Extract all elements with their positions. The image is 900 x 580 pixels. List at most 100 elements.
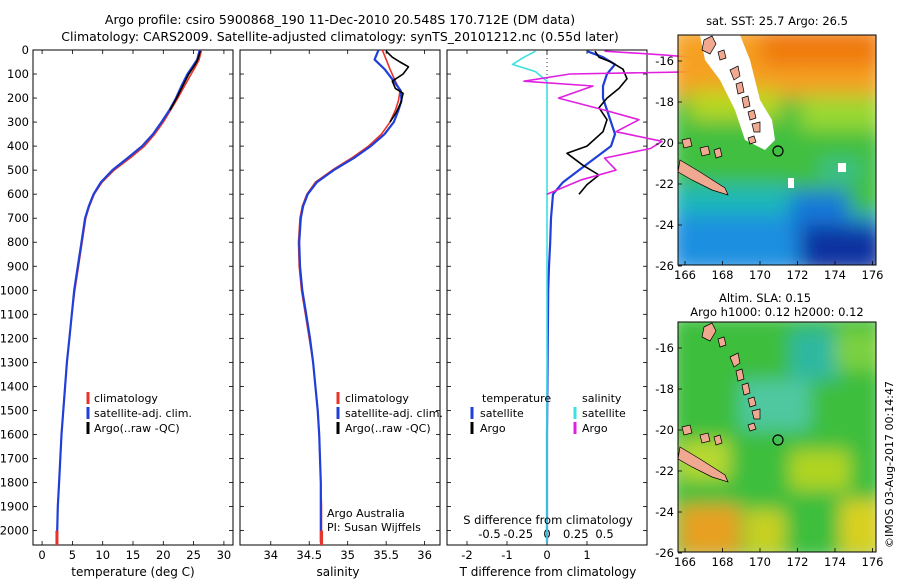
s-difference-axis: -0.5 -0.25 0 0.25 0.5	[478, 527, 613, 541]
x-tick-label: 35.5	[373, 548, 399, 562]
argo-location-marker	[772, 145, 784, 157]
y-tick-label: 1700	[0, 451, 29, 465]
sla-map: Altim. SLA: 0.15 Argo h1000: 0.12 h2000:…	[655, 291, 883, 569]
difference-lines	[511, 50, 755, 543]
map-x-tick-label: 168	[712, 555, 734, 569]
salinity-axes-frame	[239, 49, 441, 546]
map-x-tick-label: 176	[862, 268, 884, 282]
s-tick-label: 0.25	[563, 527, 589, 541]
sla-map-title-1: Altim. SLA: 0.15	[719, 291, 811, 305]
y-tick-label: 300	[7, 115, 29, 129]
map-y-tick-label: -22	[655, 177, 674, 191]
temperature-x-label: temperature (deg C)	[71, 565, 194, 579]
x-tick-label: 35	[340, 548, 355, 562]
sst-map-axes: 166 168 170 172 174 176 -16 -18 -20 -22 -24 -26	[655, 54, 883, 282]
cloud-mask	[838, 163, 846, 172]
vanuatu-islands	[678, 322, 761, 483]
salinity-lines	[297, 49, 410, 545]
salinity-x-axis: 34 34.5 35 35.5 36	[263, 50, 432, 562]
y-tick-label: 800	[7, 235, 29, 249]
map-x-tick-label: 166	[674, 555, 696, 569]
map-x-tick-label: 174	[824, 268, 846, 282]
s-difference-label: S difference from climatology	[463, 513, 633, 527]
x-tick-label: 10	[95, 548, 110, 562]
map-x-tick-label: 172	[787, 268, 809, 282]
x-tick-label: 20	[156, 548, 171, 562]
pi-note: PI: Susan Wijffels	[327, 521, 421, 534]
y-tick-label: 1000	[0, 283, 29, 297]
y-tick-label: 1500	[0, 403, 29, 417]
temperature-panel: 0100200300400500600700800900100011001200…	[0, 43, 647, 579]
legend-label-s-satellite: satellite	[582, 407, 626, 420]
x-tick-label: 34	[263, 548, 278, 562]
x-tick-label: 25	[186, 548, 201, 562]
y-tick-label: 1600	[0, 427, 29, 441]
salinity-x-label: salinity	[316, 565, 359, 579]
x-tick-label: 0	[38, 548, 45, 562]
legend-label-satellite: satellite-adj. clim.	[345, 407, 443, 420]
series-climatology	[56, 49, 203, 543]
map-x-tick-label: 176	[862, 555, 884, 569]
x-tick-label: 5	[69, 548, 76, 562]
series-t-argo	[566, 50, 628, 195]
y-tick-label: 2000	[0, 524, 29, 538]
s-tick-label: 0.5	[595, 527, 613, 541]
x-tick-label: -1	[501, 548, 512, 562]
x-tick-label: 1	[583, 548, 590, 562]
y-tick-label: 600	[7, 187, 29, 201]
y-tick-label: 700	[7, 211, 29, 225]
legend-label-climatology: climatology	[345, 392, 409, 405]
map-y-tick-label: -16	[655, 341, 674, 355]
map-y-tick-label: -18	[655, 95, 674, 109]
temperature-legend: climatology satellite-adj. clim. Argo(..…	[86, 392, 192, 435]
vanuatu-islands	[678, 35, 761, 196]
series-s-satellite	[511, 50, 548, 543]
map-y-tick-label: -18	[655, 382, 674, 396]
legend-label-argo: Argo(..raw -QC)	[94, 422, 180, 435]
y-tick-label: 1300	[0, 355, 29, 369]
x-tick-label: 30	[217, 548, 232, 562]
sst-map: sat. SST: 25.7 Argo: 26.5	[655, 14, 883, 282]
legend-title-salinity: salinity	[582, 392, 622, 405]
t-difference-x-axis: -2 -1 0 1	[461, 50, 591, 562]
sst-field	[678, 35, 876, 265]
x-tick-label: 0	[543, 548, 550, 562]
y-tick-label: 0	[22, 43, 29, 57]
x-tick-label: 15	[126, 548, 141, 562]
legend-label-s-argo: Argo	[582, 422, 608, 435]
salinity-panel: 34 34.5 35 35.5 36 climatology satellite-adj…	[239, 49, 443, 579]
s-tick-label: -0.5	[478, 527, 500, 541]
series-argo-raw-qc	[169, 50, 202, 111]
y-tick-label: 500	[7, 163, 29, 177]
temperature-axes-frame	[32, 49, 234, 546]
map-y-tick-label: -24	[655, 218, 674, 232]
map-x-tick-label: 170	[749, 555, 771, 569]
sla-field	[678, 322, 876, 552]
sla-map-frame	[677, 321, 877, 553]
map-y-tick-label: -20	[655, 136, 674, 150]
legend-label-climatology: climatology	[94, 392, 158, 405]
map-y-tick-label: -20	[655, 423, 674, 437]
series-climatology	[297, 49, 401, 543]
temperature-lines	[55, 49, 203, 545]
y-tick-label: 1400	[0, 379, 29, 393]
sst-map-frame	[677, 34, 877, 266]
sst-map-title: sat. SST: 25.7 Argo: 26.5	[706, 14, 848, 28]
legend-label-t-argo: Argo	[480, 422, 506, 435]
map-y-tick-label: -16	[655, 54, 674, 68]
map-y-tick-label: -24	[655, 505, 674, 519]
legend-label-t-satellite: satellite	[480, 407, 524, 420]
legend-label-satellite: satellite-adj. clim.	[94, 407, 192, 420]
map-x-tick-label: 174	[824, 555, 846, 569]
sla-map-title-2: Argo h1000: 0.12 h2000: 0.12	[690, 305, 863, 319]
x-tick-label: 34.5	[296, 548, 322, 562]
imos-footer: ©IMOS 03-Aug-2017 00:14:47	[883, 381, 896, 548]
sla-map-axes: 166 168 170 172 174 176 -16 -18 -20 -22 -24 -26	[655, 341, 883, 569]
x-tick-label: -2	[461, 548, 472, 562]
t-difference-label: T difference from climatology	[459, 565, 637, 579]
map-x-tick-label: 172	[787, 555, 809, 569]
series-satellite-adj-clim	[298, 49, 403, 543]
y-tick-label: 1100	[0, 307, 29, 321]
map-x-tick-label: 166	[674, 268, 696, 282]
